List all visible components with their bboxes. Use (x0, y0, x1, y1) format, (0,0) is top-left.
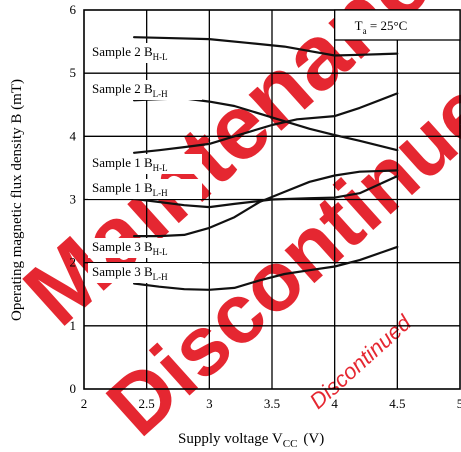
annotation-box (334, 9, 461, 41)
annotation-text: Ta = 25°C (355, 18, 408, 36)
x-tick-label: 3.5 (264, 396, 280, 411)
x-tick-label: 4.5 (389, 396, 405, 411)
temperature-annotation: Ta = 25°C (334, 9, 461, 41)
x-tick-label: 5 (457, 396, 461, 411)
series-line-3 (133, 92, 399, 154)
series-label: Sample 1 BH-L (92, 155, 168, 173)
series-label: Sample 2 BH-L (92, 44, 168, 62)
x-tick-label: 2 (81, 396, 88, 411)
y-tick-label: 0 (70, 381, 77, 396)
x-tick-label: 3 (206, 396, 213, 411)
y-tick-label: 5 (70, 65, 77, 80)
y-tick-label: 6 (70, 2, 77, 17)
series-label-bg (88, 43, 202, 63)
y-tick-label: 3 (70, 192, 77, 207)
series-label: Sample 2 BL-H (92, 81, 168, 99)
series-label-bg (88, 154, 202, 174)
y-tick-label: 1 (70, 318, 77, 333)
series-line-5 (133, 169, 399, 238)
y-axis-title: Operating magnetic flux density B (mT) (9, 79, 25, 321)
y-tick-label: 4 (70, 128, 77, 143)
x-axis-title: Supply voltage VCC (V) (178, 431, 324, 450)
labels-layer: 2 2.5 3 3.5 4 4.5 5 0 1 2 3 4 5 6 Sample 2 BH-L Sample … (70, 2, 461, 411)
series-label: Sample 3 BH-L (92, 239, 168, 257)
series-label: Sample 1 BL-H (92, 180, 168, 198)
series-line-4 (133, 175, 399, 209)
y-tick-label: 2 (70, 255, 77, 270)
series-label: Sample 3 BL-H (92, 264, 168, 282)
series-line-6 (133, 245, 399, 291)
x-tick-label: 2.5 (139, 396, 155, 411)
series-label-bg (88, 80, 202, 100)
x-tick-label: 4 (331, 396, 338, 411)
series-label-bg (88, 179, 202, 199)
series-label-bg (88, 238, 202, 258)
series-label-bg (88, 263, 202, 283)
series-line-1 (133, 36, 399, 57)
